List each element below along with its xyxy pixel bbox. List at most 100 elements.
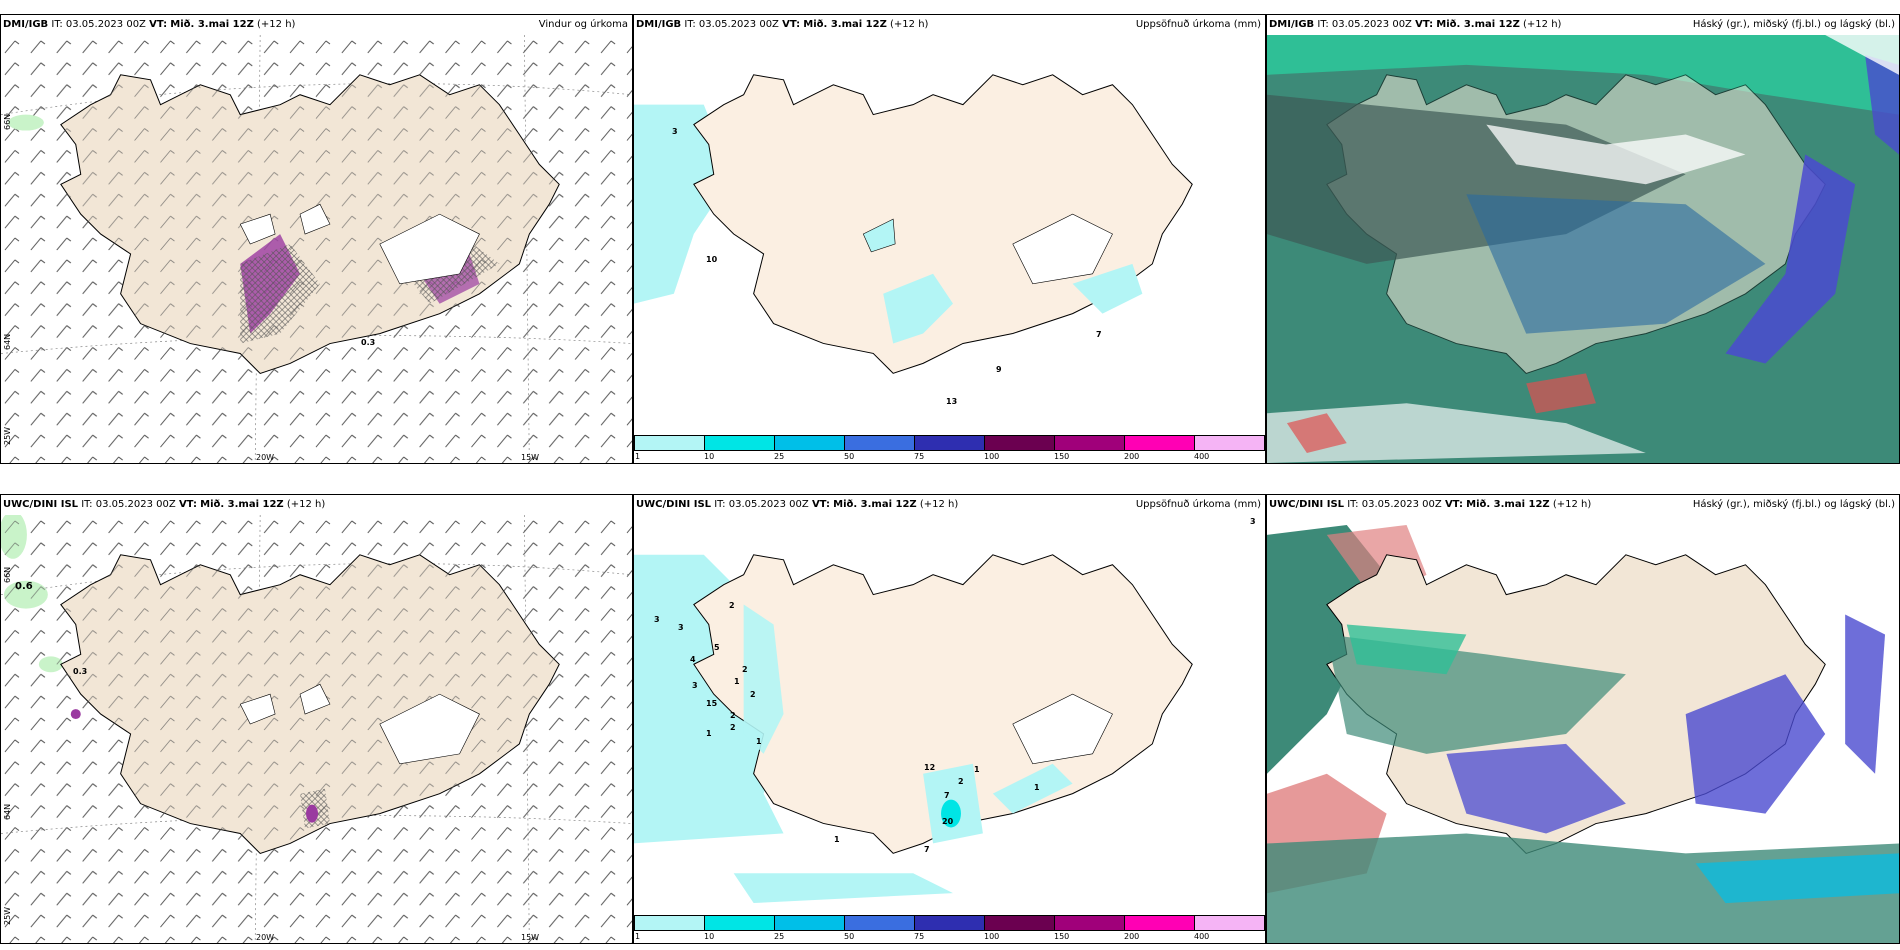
iceland-precip-map <box>634 554 1193 904</box>
colorbar-swatch <box>635 916 705 930</box>
panel-clouds-dmi: DMI/IGB IT: 03.05.2023 00Z VT: Mið. 3.ma… <box>1266 14 1900 464</box>
lead-time: (+12 h) <box>1552 499 1592 510</box>
colorbar-swatch <box>775 436 845 450</box>
precip-colorbar: 1 10 25 50 75 100 150 200 400 <box>634 435 1265 463</box>
iceland-cloud-map <box>1267 515 1899 943</box>
precip-value-label: 1 <box>756 737 762 746</box>
map-area <box>1267 515 1899 943</box>
precip-value-label: 1 <box>734 677 740 686</box>
colorbar-tick: 150 <box>1054 932 1070 941</box>
panel-wind-precip-uwc: UWC/DINI ISL IT: 03.05.2023 00Z VT: Mið.… <box>0 494 633 944</box>
precip-value-label: 7 <box>924 845 930 854</box>
precip-value-label: 2 <box>729 601 735 610</box>
model-name: UWC/DINI ISL <box>1269 499 1345 510</box>
precip-value-label: 5 <box>714 643 720 652</box>
lead-time: (+12 h) <box>286 499 326 510</box>
vt-value: Mið. 3.mai 12Z <box>1436 19 1520 30</box>
model-name: DMI/IGB <box>636 19 682 30</box>
precip-value-label: 2 <box>730 711 736 720</box>
colorbar-swatch <box>1125 916 1195 930</box>
vt-value: Mið. 3.mai 12Z <box>170 19 254 30</box>
colorbar-swatch <box>635 436 705 450</box>
iceland-precip-map <box>634 74 1193 374</box>
precip-value-label: 3 <box>692 681 698 690</box>
it-value: 03.05.2023 00Z <box>728 499 809 510</box>
it-label: IT: <box>1347 499 1359 510</box>
colorbar-tick: 150 <box>1054 452 1070 461</box>
colorbar-swatch <box>705 436 775 450</box>
colorbar-swatch <box>1125 436 1195 450</box>
field-title: Vindur og úrkoma <box>538 19 628 30</box>
lon-20w-label: 20W <box>256 453 275 462</box>
vt-label: VT: <box>149 19 168 30</box>
colorbar-swatch <box>775 916 845 930</box>
lat-64n-label: 64N <box>3 803 12 820</box>
precip-value-label: 3 <box>654 615 660 624</box>
it-value: 03.05.2023 00Z <box>698 19 779 30</box>
colorbar-swatches <box>634 915 1265 931</box>
vt-value: Mið. 3.mai 12Z <box>833 499 917 510</box>
precip-value-label: 3 <box>672 127 678 136</box>
colorbar-tick: 25 <box>774 452 785 461</box>
precip-value-label: 2 <box>742 665 748 674</box>
map-area: 0.3 <box>1 35 632 463</box>
it-label: IT: <box>714 499 726 510</box>
map-area: 3 2 3 5 4 2 1 3 15 2 2 2 1 1 12 7 2 1 1 … <box>634 515 1265 915</box>
precip-value-label: 10 <box>706 255 718 264</box>
colorbar-tick: 10 <box>704 452 715 461</box>
lead-time: (+12 h) <box>890 19 929 30</box>
model-name: DMI/IGB <box>1269 19 1315 30</box>
precip-value-label: 13 <box>946 397 958 406</box>
colorbar-swatch <box>705 916 775 930</box>
vt-value: Mið. 3.mai 12Z <box>1466 499 1550 510</box>
precip-value-label: 2 <box>730 723 736 732</box>
panel-header: UWC/DINI ISL IT: 03.05.2023 00Z VT: Mið.… <box>636 499 1261 513</box>
it-value: 03.05.2023 00Z <box>1331 19 1412 30</box>
vt-label: VT: <box>811 499 830 510</box>
colorbar-tick: 400 <box>1194 452 1210 461</box>
colorbar-tick: 400 <box>1194 932 1210 941</box>
colorbar-tick: 25 <box>774 932 785 941</box>
map-area <box>1267 35 1899 463</box>
precip-value-label: 1 <box>834 835 840 844</box>
it-label: IT: <box>81 499 93 510</box>
lon-25w-label: 25W <box>3 906 12 925</box>
panel-header: UWC/DINI ISL IT: 03.05.2023 00Z VT: Mið.… <box>1269 499 1895 513</box>
it-label: IT: <box>1317 19 1329 30</box>
precip-value-label: 2 <box>958 777 964 786</box>
colorbar-tick: 200 <box>1124 932 1140 941</box>
model-name: DMI/IGB <box>3 19 49 30</box>
colorbar-swatch <box>1195 916 1264 930</box>
lon-20w-label: 20W <box>256 933 275 942</box>
lat-64n-label: 64N <box>3 333 12 350</box>
colorbar-swatch <box>1195 436 1264 450</box>
precip-value-label: 3 <box>1250 517 1256 526</box>
lat-66n-label: 66N <box>3 113 12 130</box>
panel-accum-precip-dmi: DMI/IGB IT: 03.05.2023 00Z VT: Mið. 3.ma… <box>633 14 1266 464</box>
lon-25w-label: 25W <box>3 426 12 445</box>
colorbar-tick: 75 <box>914 932 925 941</box>
vt-label: VT: <box>178 499 197 510</box>
colorbar-tick: 100 <box>984 452 1000 461</box>
model-name: UWC/DINI ISL <box>3 499 79 510</box>
colorbar-tick: 1 <box>635 932 641 941</box>
wind-value-label: 0.6 <box>15 581 33 592</box>
it-value: 03.05.2023 00Z <box>65 19 146 30</box>
colorbar-tick: 10 <box>704 932 715 941</box>
iceland-wind-map <box>1 515 632 943</box>
colorbar-swatch <box>845 916 915 930</box>
colorbar-swatch <box>1055 436 1125 450</box>
panel-clouds-uwc: UWC/DINI ISL IT: 03.05.2023 00Z VT: Mið.… <box>1266 494 1900 944</box>
field-title: Uppsöfnuð úrkoma (mm) <box>1135 19 1261 30</box>
panel-wind-precip-dmi: DMI/IGB IT: 03.05.2023 00Z VT: Mið. 3.ma… <box>0 14 633 464</box>
precip-value-label: 7 <box>944 791 950 800</box>
colorbar-swatch <box>915 916 985 930</box>
precip-value-label: 9 <box>996 365 1002 374</box>
it-value: 03.05.2023 00Z <box>95 499 176 510</box>
lat-66n-label: 66N <box>3 566 12 583</box>
wind-value-label: 0.3 <box>361 338 376 347</box>
field-title: Háský (gr.), miðský (fj.bl.) og lágský (… <box>1692 19 1895 30</box>
precip-value-label: 2 <box>750 690 756 699</box>
colorbar-swatch <box>985 436 1055 450</box>
colorbar-tick: 200 <box>1124 452 1140 461</box>
